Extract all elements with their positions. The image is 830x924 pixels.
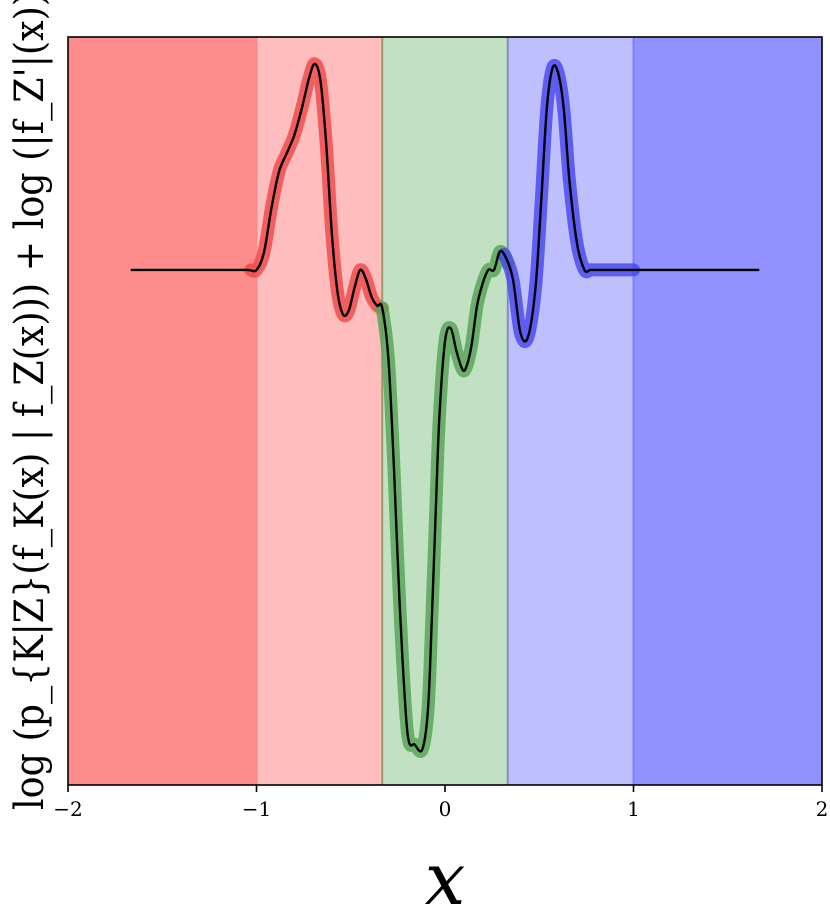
y-axis-label: log (p_{K|Z}(f_K(x) | f_Z(x))) + log (|f… bbox=[7, 0, 53, 810]
x-axis-label: x bbox=[425, 837, 466, 921]
series-lines bbox=[130, 62, 760, 753]
x-tick-label: 0 bbox=[439, 797, 452, 821]
x-tick-label: −2 bbox=[53, 797, 82, 821]
region-boundaries bbox=[255, 37, 635, 785]
x-tick-label: 2 bbox=[816, 797, 829, 821]
series-line bbox=[130, 62, 760, 753]
region-band-5 bbox=[633, 37, 822, 785]
x-tick-label: −1 bbox=[242, 797, 271, 821]
x-tick-label: 1 bbox=[627, 797, 640, 821]
region-band-1 bbox=[68, 37, 257, 785]
region-band-2 bbox=[256, 37, 383, 785]
plot-frame bbox=[67, 36, 823, 786]
x-axis-ticks: −2 −1 0 1 2 bbox=[53, 785, 828, 821]
